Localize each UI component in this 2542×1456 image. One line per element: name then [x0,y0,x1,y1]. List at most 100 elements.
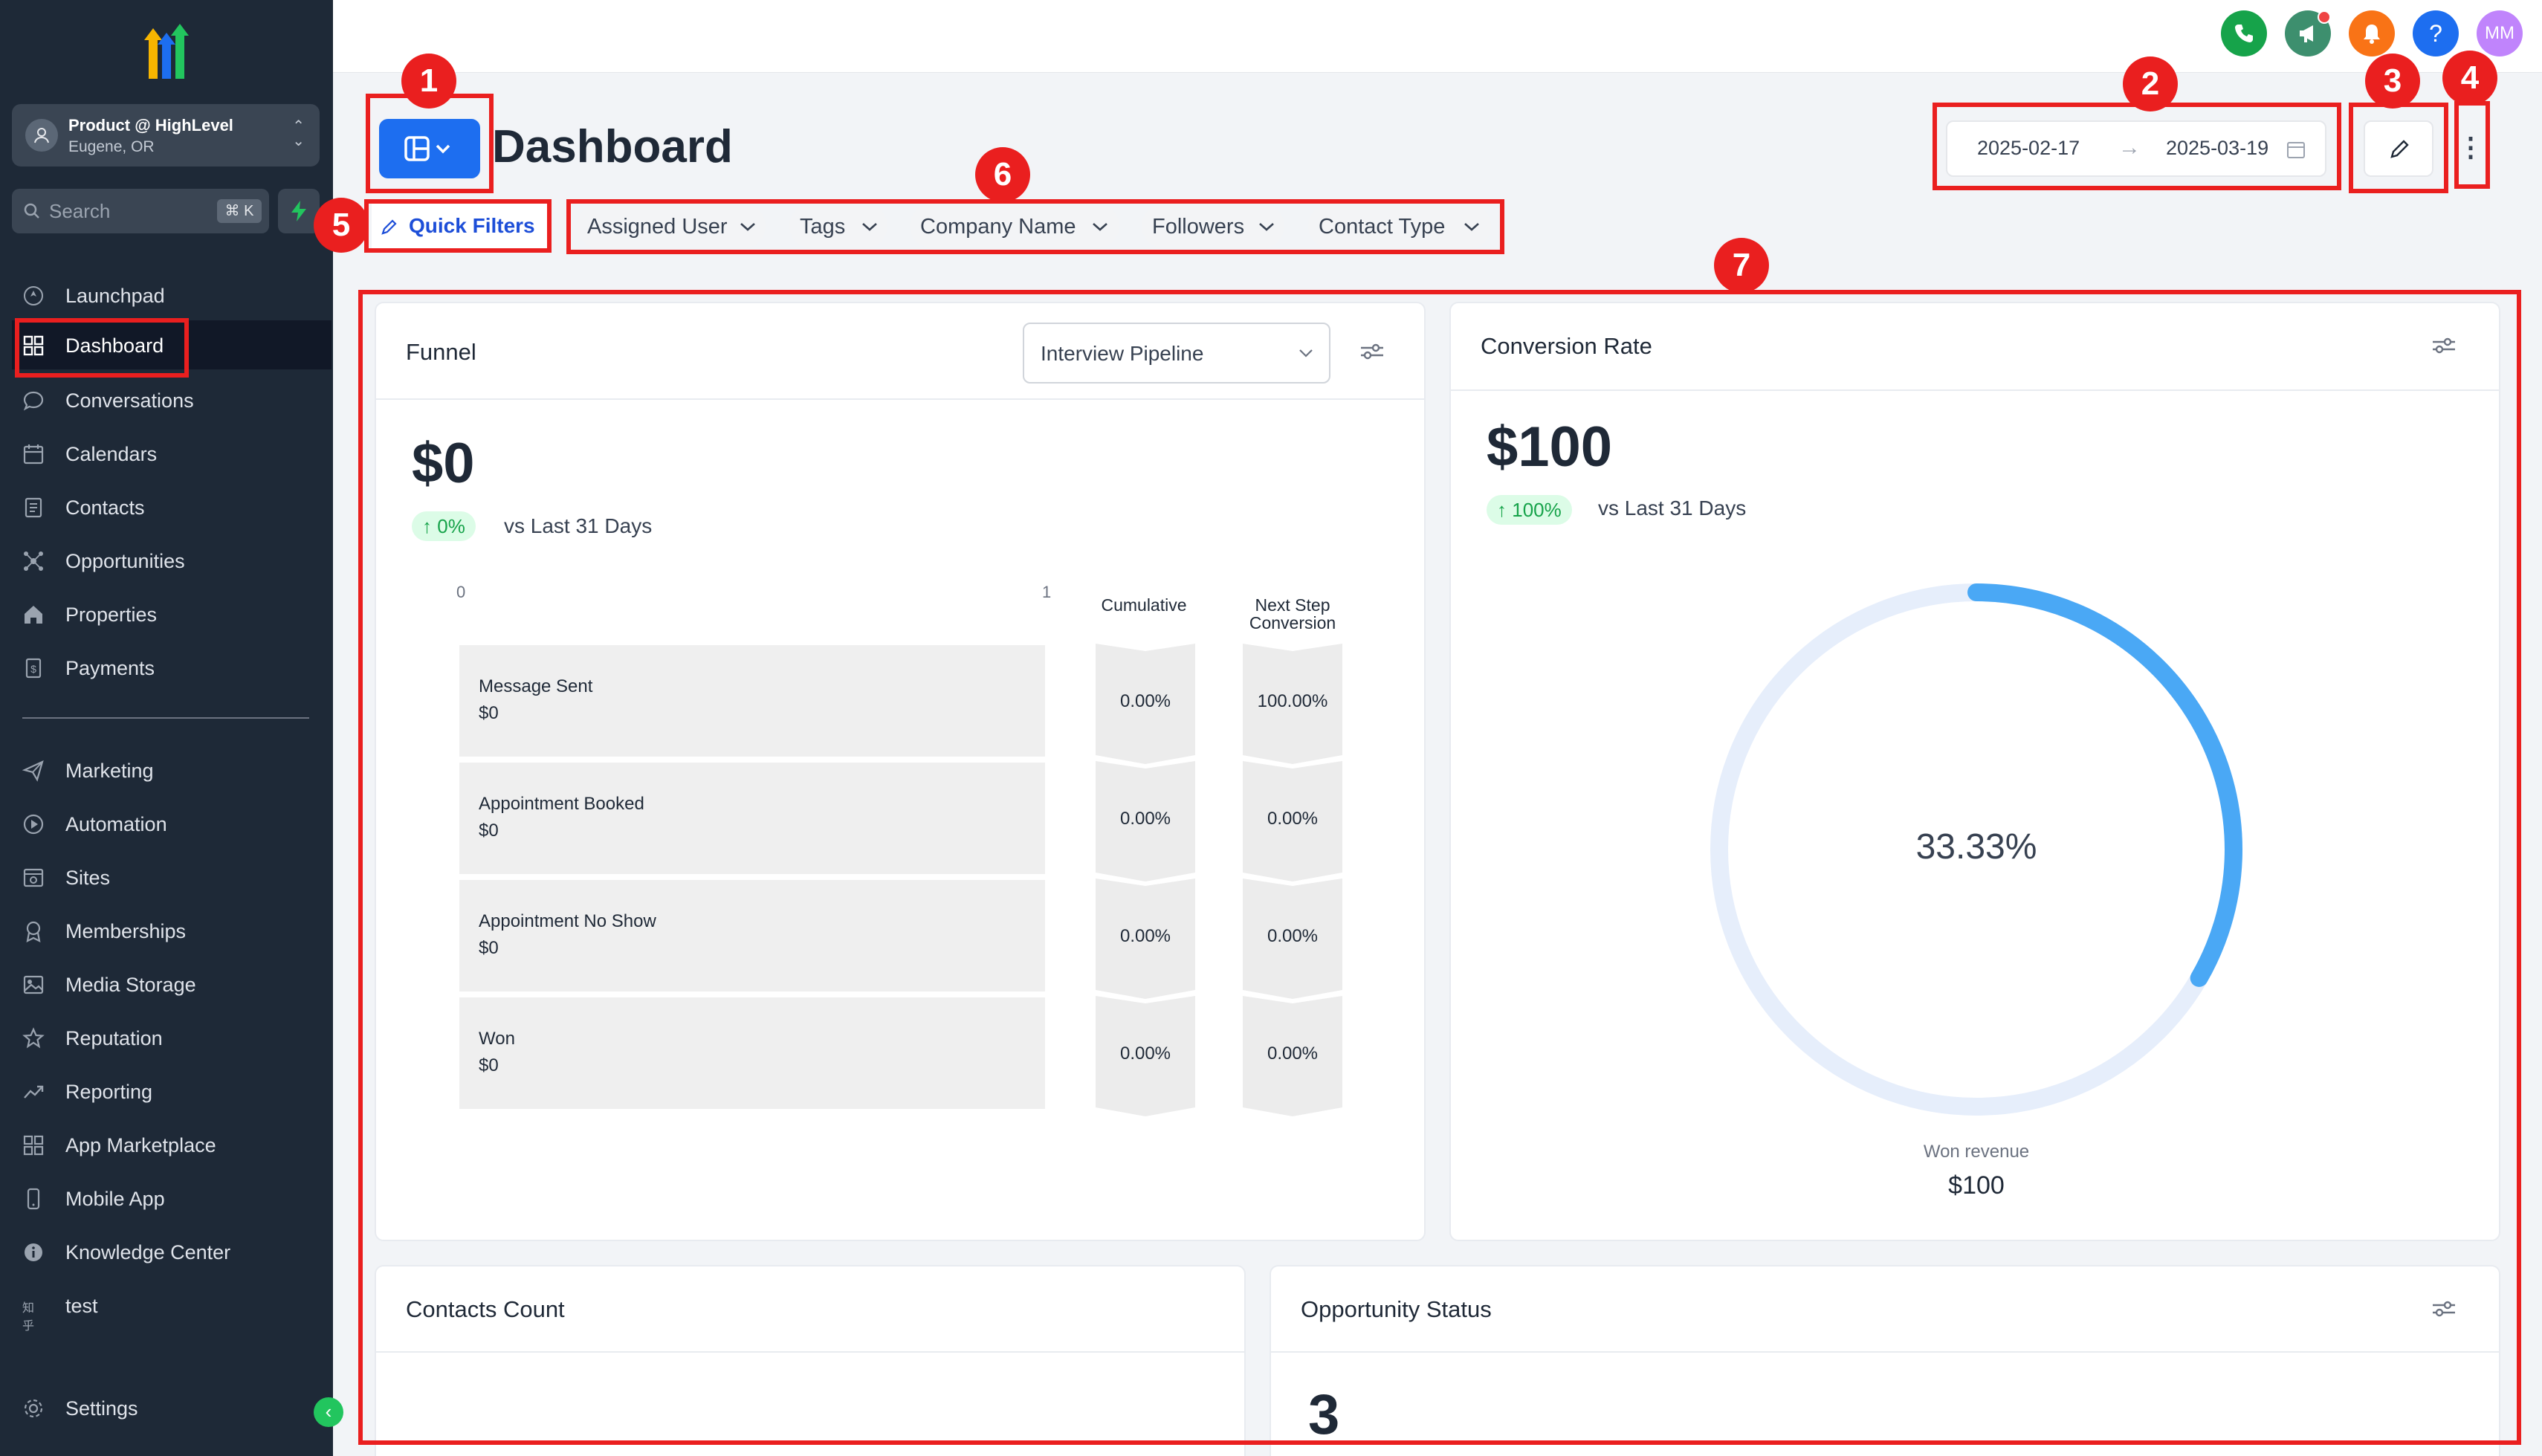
won-revenue-label: Won revenue [1923,1142,2030,1162]
sidebar-item-label: Reporting [65,1081,153,1103]
notifications-button[interactable] [2349,10,2395,56]
sidebar-item-contacts[interactable]: Contacts [12,482,332,531]
star-icon [22,1027,45,1049]
cell-value: 0.00% [1267,809,1319,829]
change-badge: ↑ 0% [412,511,476,541]
filter-company-name[interactable]: Company Name [910,204,1119,248]
filter-tags[interactable]: Tags [789,204,887,248]
annotation-badge-6: 6 [975,147,1030,202]
dashboard-switcher-button[interactable] [379,119,480,178]
pipeline-select-value: Interview Pipeline [1041,342,1204,365]
help-button[interactable]: ? [2413,10,2459,56]
sidebar-item-conversations[interactable]: Conversations [12,375,332,424]
sidebar-item-mobile-app[interactable]: Mobile App [12,1174,332,1223]
sidebar-item-label: Launchpad [65,285,165,307]
quick-filters-label: Quick Filters [409,214,535,237]
sliders-icon[interactable] [1359,340,1385,363]
app-logo[interactable] [134,22,199,82]
sidebar-item-marketing[interactable]: Marketing [12,745,332,795]
card-title: Conversion Rate [1481,333,1652,359]
funnel-value: $0 [412,432,475,495]
date-end: 2025-03-19 [2166,137,2269,159]
comparison-label: vs Last 31 Days [1598,496,1747,520]
gear-icon [24,1399,43,1418]
annotation-badge-1: 1 [401,54,456,109]
chevron-down-icon [740,223,755,231]
filter-label: Followers [1152,215,1245,239]
edit-dashboard-button[interactable] [2364,120,2433,177]
account-switcher[interactable]: Product @ HighLevel Eugene, OR ⌃ ⌄ [12,104,320,166]
cumulative-cell: 0.00% [1096,761,1195,881]
axis-max: 1 [1042,583,1052,601]
arrow-right-icon: → [2118,135,2141,160]
conversion-rate-card: Conversion Rate $100 ↑ 100% vs Last 31 D… [1449,302,2500,1241]
sidebar-item-app-marketplace[interactable]: App Marketplace [12,1120,332,1169]
cell-value: 0.00% [1119,691,1171,711]
sidebar-item-calendars[interactable]: Calendars [12,429,332,478]
quick-filters-button[interactable]: Quick Filters [372,202,547,250]
account-location: Eugene, OR [68,138,155,155]
home-icon [25,606,42,624]
date-range-picker[interactable]: 2025-02-17 → 2025-03-19 [1946,120,2326,177]
search-input[interactable]: Search ⌘ K [12,189,269,233]
sidebar-item-media-storage[interactable]: Media Storage [12,960,332,1009]
sidebar-item-label: Settings [65,1397,138,1420]
card-header [1271,1266,2499,1353]
annotation-box-1 [366,94,494,193]
user-avatar[interactable]: MM [2477,10,2523,56]
sliders-icon[interactable] [2431,1298,2457,1320]
sidebar-item-knowledge-center[interactable]: Knowledge Center [12,1227,332,1276]
gauge-percent: 33.33% [1915,827,2037,867]
change-value: 0% [437,515,465,537]
pipeline-select[interactable]: Interview Pipeline [1023,323,1330,384]
sidebar-item-launchpad[interactable]: Launchpad [12,271,332,320]
network-icon [24,551,43,571]
sidebar-item-label: Dashboard [65,334,164,357]
search-placeholder: Search [49,200,111,222]
cumulative-header: Cumulative [1101,595,1187,615]
sidebar-item-label: Memberships [65,920,187,942]
sidebar-item-settings[interactable]: Settings [12,1383,332,1432]
filter-contact-type[interactable]: Contact Type [1308,204,1491,248]
phone-button[interactable] [2221,10,2267,56]
sidebar-item-test[interactable]: 知乎 test [12,1281,332,1333]
sidebar-item-dashboard[interactable]: Dashboard [12,320,332,369]
sidebar-item-properties[interactable]: Properties [12,589,332,638]
pencil-icon [381,219,397,235]
sidebar-item-reporting[interactable]: Reporting [12,1067,332,1116]
filter-followers[interactable]: Followers [1142,204,1284,248]
info-icon [25,1243,42,1261]
annotation-badge-7: 7 [1714,238,1769,293]
svg-text:$: $ [30,663,36,675]
axis-min: 0 [456,583,466,601]
quick-action-button[interactable] [278,189,320,233]
page-title: Dashboard [492,121,733,172]
sliders-icon[interactable] [2431,334,2457,357]
announcements-button[interactable] [2285,10,2331,56]
annotation-box-4 [2454,101,2490,189]
send-icon [22,760,44,782]
sidebar-item-label: Mobile App [65,1188,165,1210]
chevron-updown-icon: ⌃ ⌄ [292,118,305,149]
sidebar-item-label: Marketing [65,760,154,782]
sidebar-item-label: Opportunities [65,550,185,572]
annotation-badge-5: 5 [314,198,369,253]
image-icon [23,975,44,994]
notification-dot [2318,10,2331,24]
card-title: Funnel [406,339,476,365]
conversion-gauge [1710,583,2242,1116]
cumulative-cell: 0.00% [1096,879,1195,999]
more-options-button[interactable]: ⋮ [2457,132,2484,162]
sidebar-item-sites[interactable]: Sites [12,852,332,902]
sidebar-item-automation[interactable]: Automation [12,799,332,848]
sidebar-item-payments[interactable]: $ Payments [12,643,332,692]
collapse-sidebar-button[interactable]: ‹ [314,1397,343,1427]
filter-assigned-user[interactable]: Assigned User [577,204,766,248]
opportunity-count: 3 [1308,1383,1340,1446]
sidebar-item-opportunities[interactable]: Opportunities [12,536,332,585]
award-icon [26,921,41,942]
annotation-box-7 [358,290,2521,1445]
sidebar-item-memberships[interactable]: Memberships [12,906,332,955]
sidebar-item-reputation[interactable]: Reputation [12,1013,332,1062]
annotation-badge-3: 3 [2365,54,2420,109]
